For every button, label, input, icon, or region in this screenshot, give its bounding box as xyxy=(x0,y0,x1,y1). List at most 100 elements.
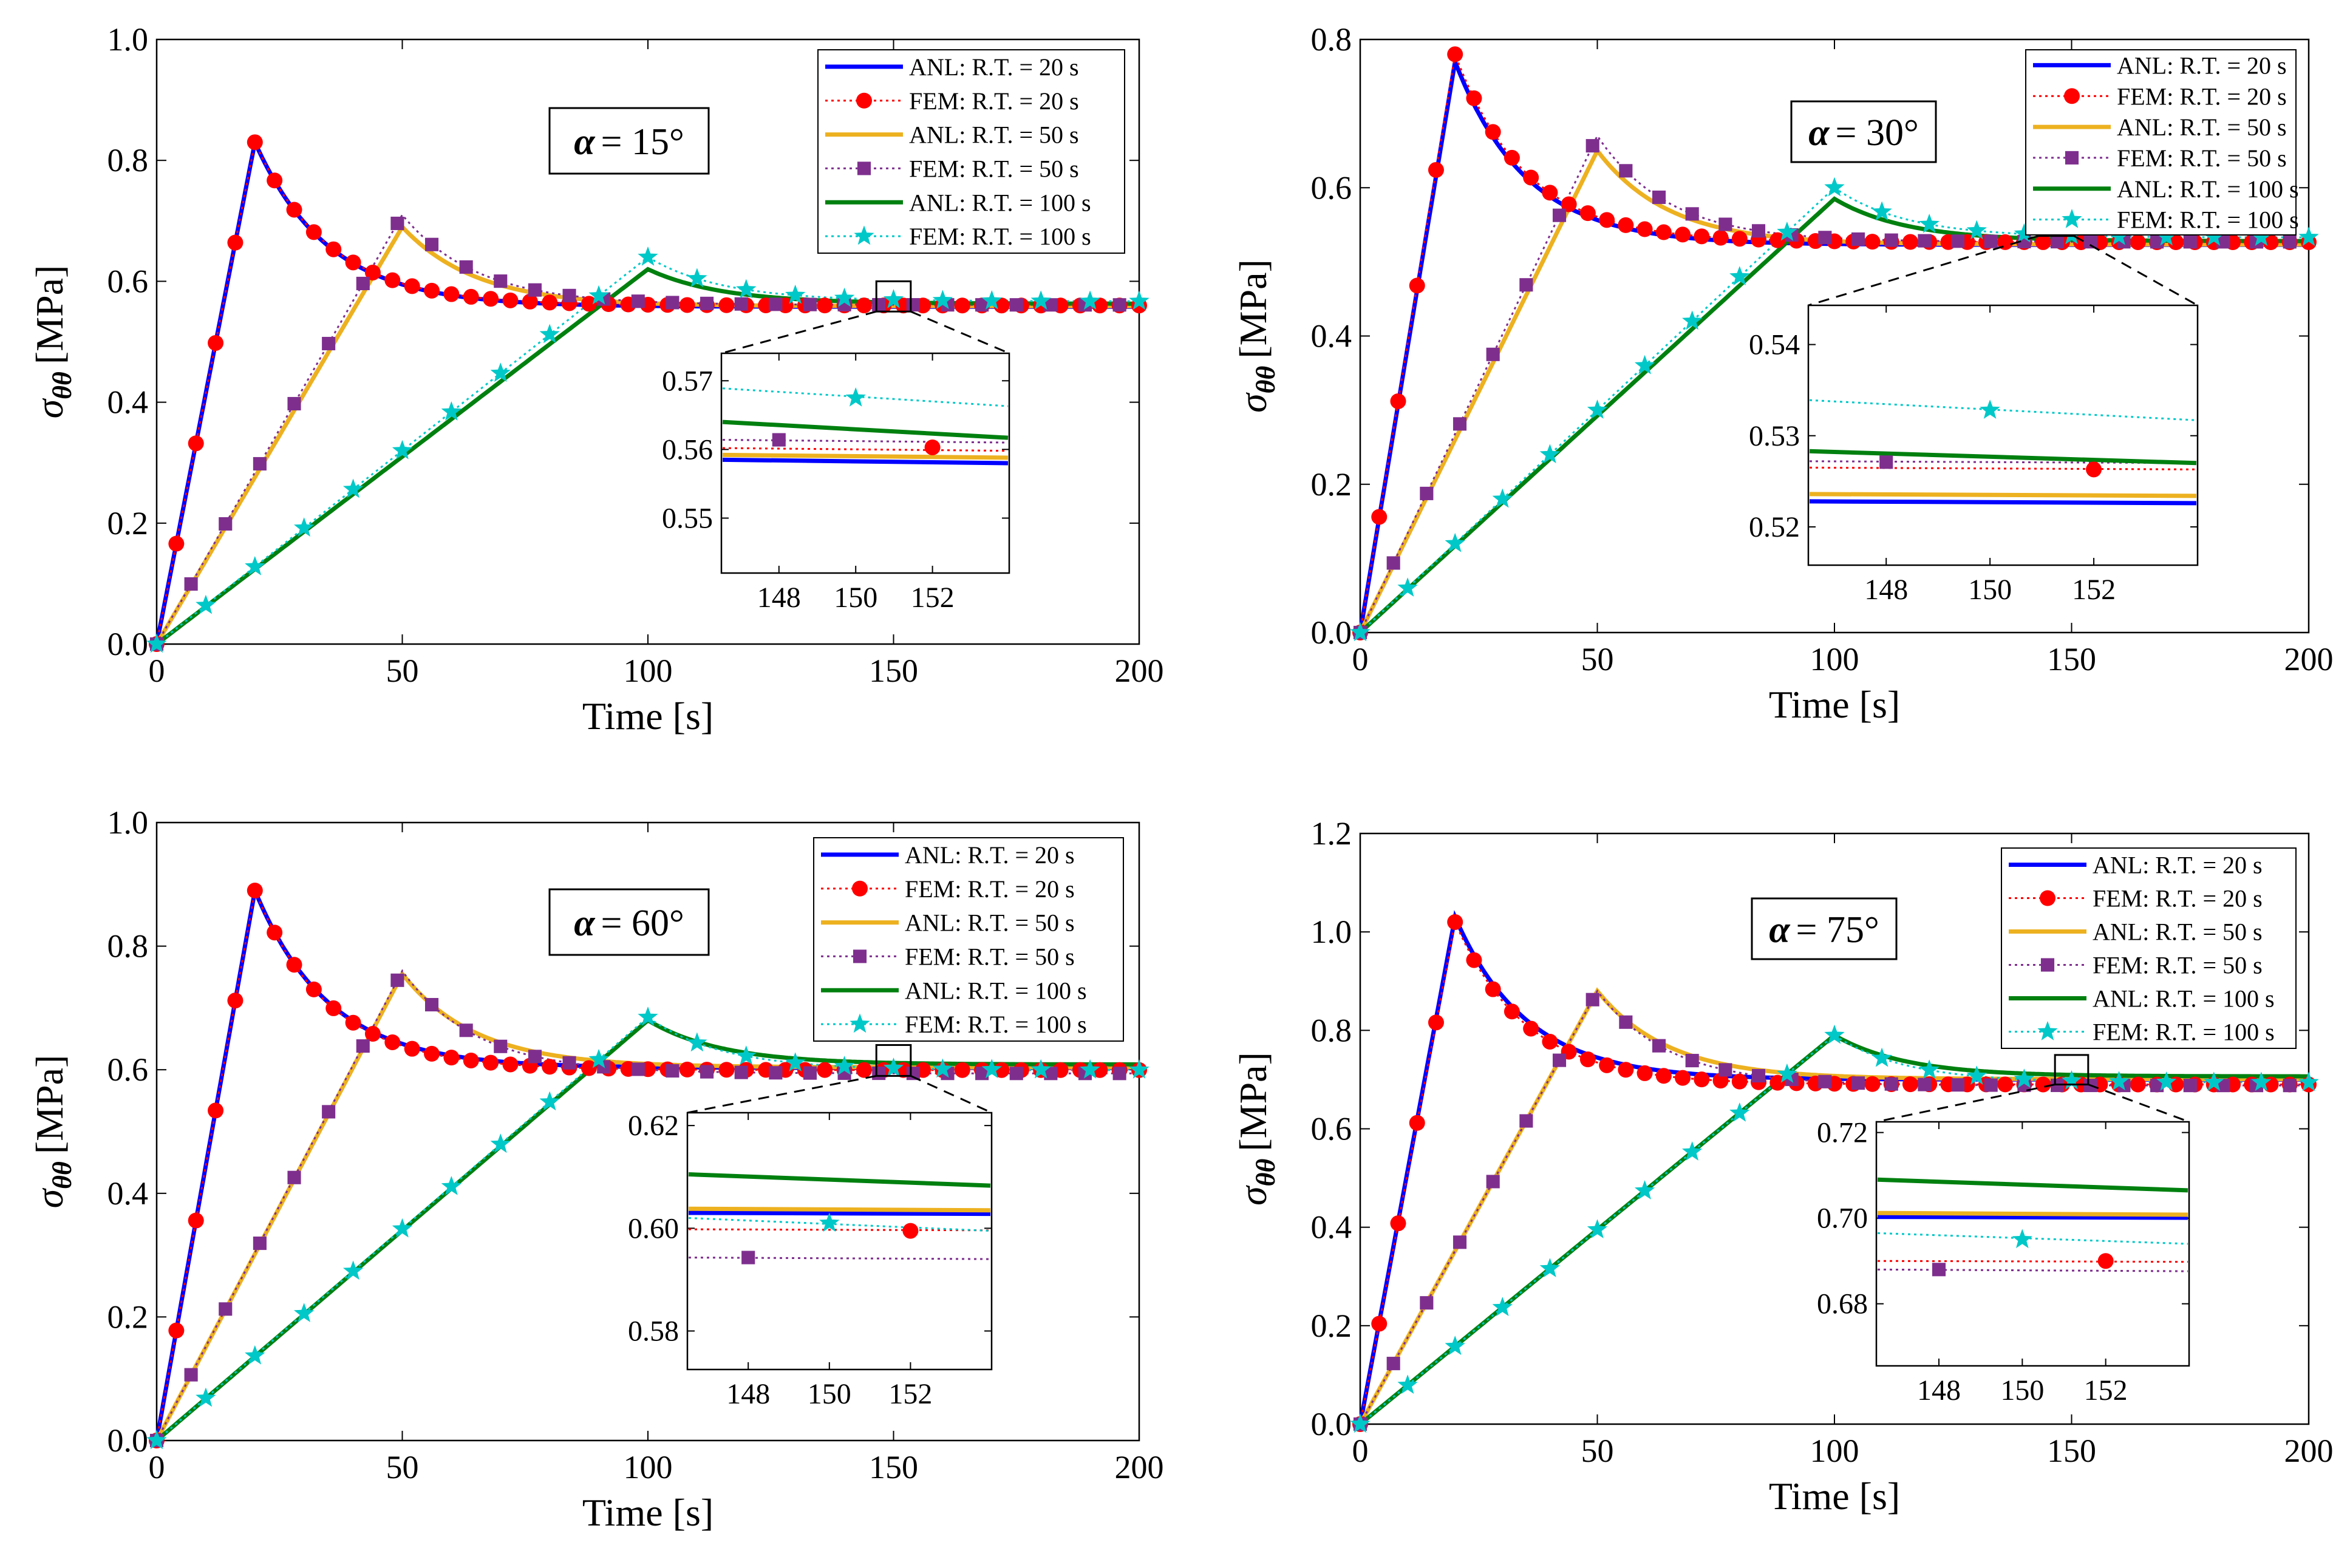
data-point xyxy=(906,1067,920,1081)
x-tick-label: 100 xyxy=(624,653,673,689)
y-tick-label: 0.2 xyxy=(107,1298,149,1335)
data-point xyxy=(2064,88,2080,104)
angle-value: = 75° xyxy=(1796,909,1879,951)
inset-x-tick-label: 150 xyxy=(2000,1374,2044,1407)
data-point xyxy=(1397,577,1418,597)
zoom-focus-box xyxy=(875,280,912,313)
data-point xyxy=(769,297,783,311)
data-point xyxy=(539,1091,560,1111)
legend-label: FEM: R.T. = 50 s xyxy=(905,943,1075,970)
data-point xyxy=(1851,1076,1865,1090)
data-point xyxy=(803,297,817,311)
y-tick-label: 1.0 xyxy=(107,21,149,58)
data-point xyxy=(1561,196,1577,212)
data-point xyxy=(2150,1079,2164,1093)
data-point xyxy=(1636,221,1653,237)
legend-label: ANL: R.T. = 100 s xyxy=(2117,175,2299,203)
data-point xyxy=(1453,1235,1467,1249)
data-point xyxy=(631,294,645,308)
data-point xyxy=(588,285,609,305)
legend: ANL: R.T. = 20 s FEM: R.T. = 20 s ANL: R.T… xyxy=(817,49,1125,254)
data-point xyxy=(1919,1059,1940,1079)
data-point xyxy=(364,1026,381,1042)
data-point xyxy=(1769,232,1786,248)
inset-series-line xyxy=(688,1228,991,1232)
data-point xyxy=(227,993,244,1009)
inset-x-tick-label: 148 xyxy=(1864,574,1908,606)
inset-series-line xyxy=(1877,1177,2188,1193)
data-point xyxy=(1080,290,1100,310)
legend-label: FEM: R.T. = 100 s xyxy=(2117,206,2299,234)
data-point xyxy=(441,401,462,421)
data-point xyxy=(817,1062,833,1078)
inset-area xyxy=(1875,1121,2190,1367)
data-point xyxy=(1619,1015,1633,1029)
inset-series-line xyxy=(722,439,1009,444)
y-axis-label-unit: [MPa] xyxy=(28,265,71,365)
data-point xyxy=(1585,139,1599,153)
data-point xyxy=(146,633,167,653)
data-point xyxy=(404,1040,420,1057)
data-point xyxy=(666,296,679,310)
inset-y-tick-label: 0.62 xyxy=(628,1110,679,1142)
inset-series-line xyxy=(1809,399,2197,421)
data-point xyxy=(1112,298,1126,312)
data-point xyxy=(2298,1071,2319,1091)
data-point xyxy=(1599,1057,1615,1073)
data-point xyxy=(502,292,519,308)
data-point xyxy=(494,274,508,288)
y-tick-label: 0.8 xyxy=(1311,21,1352,58)
data-point xyxy=(2108,1071,2130,1091)
legend-label: ANL: R.T. = 50 s xyxy=(905,909,1075,937)
data-point xyxy=(785,284,806,304)
data-point xyxy=(2014,1068,2035,1088)
chart-panel-1: 0 50 100 150 200 0.0 0.2 0.4 0.6 0.8 1.0 Time [s] σθ… xyxy=(28,21,1164,738)
data-point xyxy=(1864,234,1881,250)
legend-label: FEM: R.T. = 50 s xyxy=(2093,952,2263,979)
inset-series-line xyxy=(722,452,1009,460)
legend-box xyxy=(813,837,1124,1042)
data-point xyxy=(1485,981,1501,997)
data-point xyxy=(196,594,216,614)
data-point xyxy=(1445,1336,1465,1356)
data-point xyxy=(872,1066,886,1081)
data-point xyxy=(1539,444,1561,464)
zoom-connector xyxy=(1808,235,2039,307)
data-point xyxy=(245,556,265,575)
legend-box xyxy=(817,49,1125,254)
data-point xyxy=(542,294,558,311)
chart-panel-2: 0 50 100 150 200 0.0 0.2 0.4 0.6 0.8 Time [s] σθθ [M… xyxy=(1231,21,2334,726)
inset-y-tick-label: 0.55 xyxy=(662,503,713,535)
data-point xyxy=(1542,1033,1558,1050)
data-point xyxy=(1655,1068,1672,1084)
inset-series-line xyxy=(688,1172,991,1188)
legend-label: FEM: R.T. = 20 s xyxy=(2117,83,2287,110)
data-point xyxy=(902,1223,919,1239)
data-point xyxy=(1918,234,1932,248)
x-tick-label: 100 xyxy=(1810,1433,1859,1469)
data-point xyxy=(1044,298,1058,312)
data-point xyxy=(2251,226,2272,246)
data-point xyxy=(1871,1047,1892,1067)
data-point xyxy=(424,237,439,251)
data-point xyxy=(1519,1114,1533,1128)
data-point xyxy=(356,1039,370,1053)
data-point xyxy=(1009,298,1023,312)
inset-x-tick-label: 152 xyxy=(888,1378,932,1410)
legend: ANL: R.T. = 20 s FEM: R.T. = 20 s ANL: R.T… xyxy=(2001,847,2297,1049)
data-point xyxy=(981,1059,1002,1079)
data-point xyxy=(1044,1067,1058,1081)
data-point xyxy=(679,297,695,313)
inset-plot: 148 150 152 0.68 0.70 0.72 xyxy=(1817,1117,2190,1407)
data-point xyxy=(687,268,707,288)
data-point xyxy=(1751,1068,1766,1083)
data-point xyxy=(2035,1076,2051,1093)
inset-y-tick-label: 0.60 xyxy=(628,1212,679,1244)
x-tick-label: 0 xyxy=(1352,1433,1369,1469)
data-point xyxy=(1824,177,1845,197)
data-point xyxy=(146,1430,167,1450)
y-tick-label: 0.0 xyxy=(107,1422,149,1459)
data-point xyxy=(932,290,953,310)
data-point xyxy=(287,1170,301,1184)
y-axis-label-symbol: σ xyxy=(28,1187,71,1208)
